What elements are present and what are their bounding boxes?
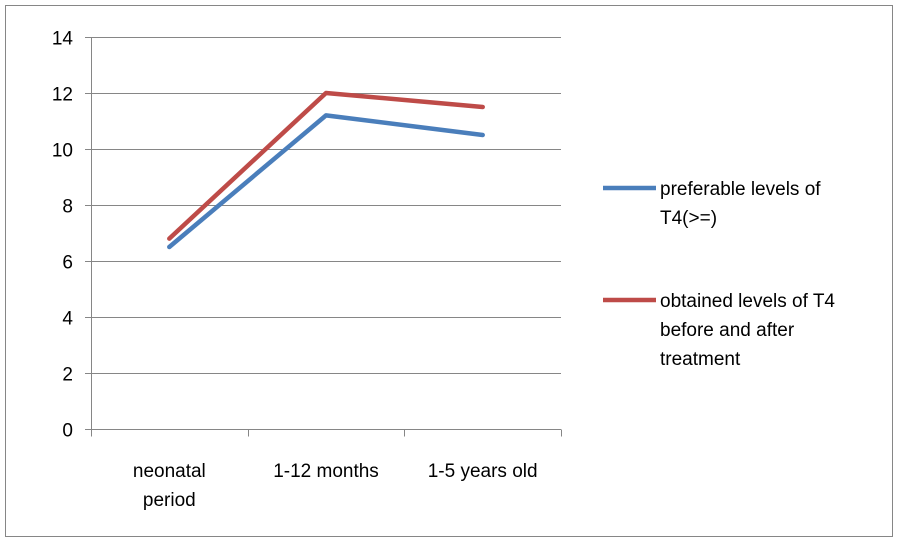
x-category-label: 1-12 months [273, 461, 379, 482]
x-category-label: neonatal period [133, 461, 206, 511]
gridlines [91, 37, 561, 374]
y-tick-label: 10 [52, 141, 73, 162]
legend-label: obtained levels of T4 before and after tre… [660, 291, 835, 370]
x-category-label-line: neonatal [133, 461, 206, 482]
series-lines [167, 90, 485, 250]
legend-label-line: preferable levels of [660, 179, 821, 200]
y-tick-label: 4 [62, 309, 73, 330]
series-line-1 [167, 113, 485, 250]
y-tick-label: 14 [52, 29, 74, 50]
y-tick-label: 8 [62, 197, 73, 218]
legend-label-line: obtained levels of T4 [660, 291, 835, 312]
legend-label-line: treatment [660, 349, 741, 370]
legend: preferable levels of T4(>=) obtained level… [603, 179, 835, 370]
x-category-label: 1-5 years old [428, 461, 538, 482]
legend-label: preferable levels of T4(>=) [660, 179, 821, 229]
y-tick-label: 2 [62, 365, 73, 386]
y-tick-label: 6 [62, 253, 73, 274]
legend-label-line: T4(>=) [660, 208, 717, 229]
x-category-label-line: period [143, 490, 196, 511]
axes: 0 2 4 6 8 10 12 14 neonatal period 1-12 months 1-5 … [52, 29, 562, 511]
y-tick-label: 12 [52, 85, 73, 106]
x-category-label-line: 1-5 years old [428, 461, 538, 482]
legend-label-line: before and after [660, 320, 795, 341]
y-tick-label: 0 [62, 421, 73, 442]
x-category-label-line: 1-12 months [273, 461, 379, 482]
